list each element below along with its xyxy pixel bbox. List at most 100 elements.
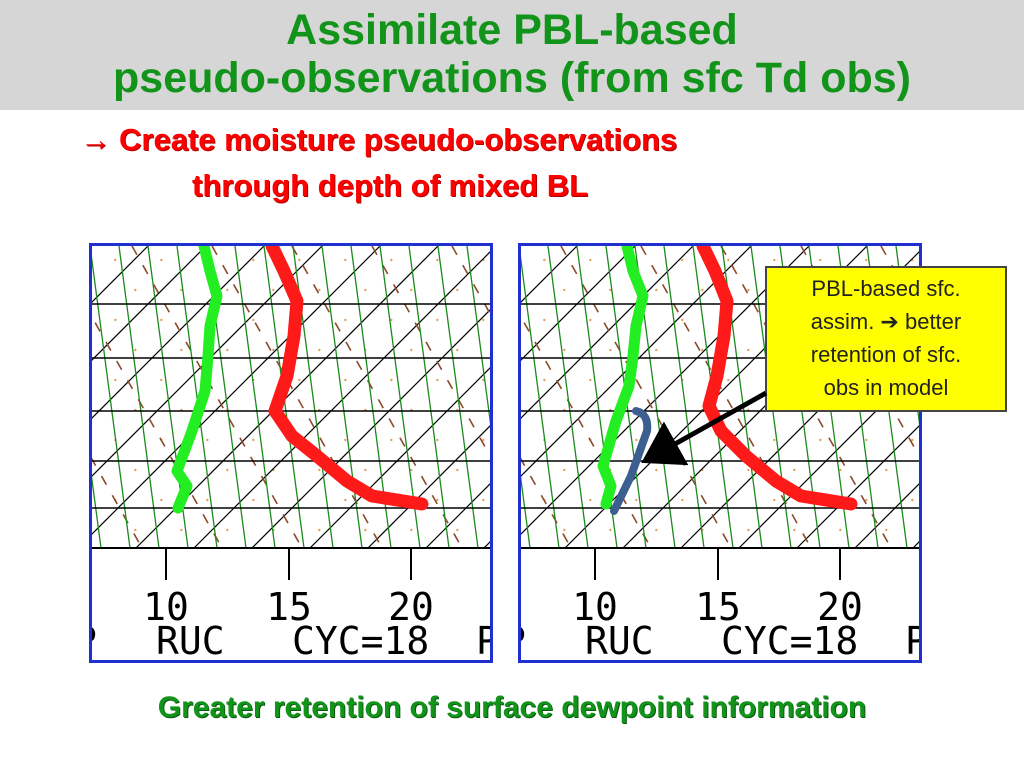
isotherm-line — [466, 246, 490, 425]
moisture-dot — [364, 288, 367, 292]
moisture-dot — [252, 258, 255, 262]
skew-line — [92, 246, 323, 477]
dewpoint-profile — [597, 246, 649, 510]
moisture-dot — [865, 498, 868, 502]
moisture-dot — [793, 468, 796, 472]
dry-adiabat-line — [92, 315, 223, 548]
moisture-dot — [344, 498, 347, 502]
dewpoint-profile — [171, 246, 223, 514]
moisture-dot — [344, 318, 347, 322]
dry-adiabat-line — [211, 246, 383, 548]
dry-adiabat-line — [720, 246, 892, 548]
skew-line — [521, 246, 636, 361]
moisture-dot — [681, 318, 684, 322]
moisture-dot — [747, 528, 750, 532]
moisture-dot — [839, 528, 842, 532]
isotherm-line — [547, 246, 589, 548]
skew-line — [92, 246, 149, 303]
title-band: Assimilate PBL-based pseudo-observations… — [0, 0, 1024, 110]
edge-char-left: P — [521, 619, 526, 660]
moisture-dot — [839, 468, 842, 472]
moisture-dot — [344, 258, 347, 262]
skew-line — [521, 246, 752, 477]
moisture-dot — [563, 348, 566, 352]
moisture-dot — [318, 348, 321, 352]
moisture-dot — [563, 468, 566, 472]
moisture-dot — [563, 288, 566, 292]
moisture-dot — [727, 258, 730, 262]
moisture-dot — [609, 528, 612, 532]
skew-line — [251, 309, 490, 548]
moisture-dot — [226, 288, 229, 292]
moisture-dot — [727, 378, 730, 382]
moisture-dot — [681, 258, 684, 262]
moisture-dot — [436, 378, 439, 382]
moisture-dot — [390, 378, 393, 382]
moisture-dot — [819, 438, 822, 442]
callout-line-4: obs in model — [823, 375, 949, 400]
callout-box: PBL-based sfc. assim. ➔ better retention… — [765, 266, 1007, 412]
moisture-dot — [773, 498, 776, 502]
isotherm-line — [408, 246, 450, 548]
moisture-dot — [456, 468, 459, 472]
moisture-dot — [318, 288, 321, 292]
moisture-dot — [589, 378, 592, 382]
moisture-dot — [911, 498, 914, 502]
moisture-dot — [681, 498, 684, 502]
moisture-dot — [865, 258, 868, 262]
skew-line — [309, 367, 490, 548]
skew-line — [193, 251, 490, 548]
moisture-dot — [252, 318, 255, 322]
moisture-dot — [436, 498, 439, 502]
moisture-dot — [318, 528, 321, 532]
callout-line-2: assim. ➔ better — [810, 309, 962, 334]
moisture-dot — [589, 258, 592, 262]
moisture-dot — [344, 438, 347, 442]
moisture-dot — [655, 468, 658, 472]
moisture-dot — [543, 318, 546, 322]
subtitle-text-1: Create moisture pseudo-observations — [119, 122, 678, 157]
moisture-dot — [793, 528, 796, 532]
cycle-label: CYC=18 — [292, 619, 429, 660]
isotherm-line — [118, 246, 160, 548]
moisture-dot — [114, 378, 117, 382]
temperature-profile — [265, 246, 429, 511]
dry-adiabat-line — [560, 246, 732, 548]
moisture-dot — [543, 258, 546, 262]
moisture-dot — [318, 468, 321, 472]
moisture-dot — [272, 288, 275, 292]
dry-adiabat-line — [291, 246, 463, 548]
skew-line — [92, 246, 381, 535]
moisture-dot — [701, 288, 704, 292]
moisture-dot — [482, 438, 485, 442]
moisture-dot — [911, 438, 914, 442]
moisture-dot — [134, 528, 137, 532]
moisture-dot — [609, 288, 612, 292]
dry-adiabat-line — [640, 246, 812, 548]
moisture-dot — [226, 528, 229, 532]
moisture-dot — [134, 348, 137, 352]
moisture-dot — [206, 498, 209, 502]
isotherm-line — [92, 475, 102, 548]
moisture-dot — [482, 318, 485, 322]
moisture-dot — [180, 348, 183, 352]
isotherm-line — [92, 256, 131, 548]
skew-line — [854, 483, 919, 548]
moisture-dot — [773, 258, 776, 262]
moisture-dot — [298, 258, 301, 262]
moisture-dot — [344, 378, 347, 382]
moisture-dot — [773, 438, 776, 442]
cycle-label: CYC=18 — [721, 619, 858, 660]
moisture-dot — [436, 258, 439, 262]
moisture-dot — [252, 438, 255, 442]
callout-line-3: retention of sfc. — [810, 342, 962, 367]
edge-char-left: P — [92, 619, 97, 660]
edge-char-right: P — [476, 619, 490, 660]
moisture-dot — [482, 498, 485, 502]
isotherm-line — [521, 475, 531, 548]
isotherm-line — [176, 246, 218, 548]
subtitle-line-2: through depth of mixed BL — [192, 168, 589, 203]
moisture-dot — [364, 528, 367, 532]
moisture-dot — [180, 528, 183, 532]
dry-adiabat-line — [521, 457, 572, 548]
